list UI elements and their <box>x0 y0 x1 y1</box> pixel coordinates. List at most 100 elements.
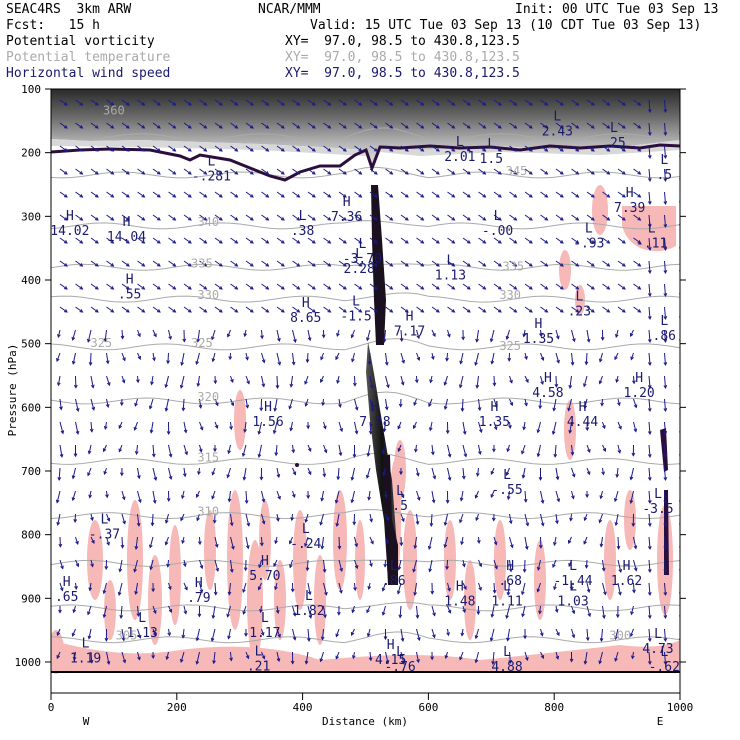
wind-arrow <box>615 605 620 619</box>
wind-arrow <box>323 237 332 244</box>
wind-arrow <box>90 122 99 129</box>
wind-arrow <box>509 306 518 313</box>
extremum-kind: H <box>491 400 499 415</box>
pv-dipole-east <box>660 428 668 472</box>
wind-arrow <box>134 536 139 551</box>
wind-arrow <box>493 99 502 106</box>
wind-arrow <box>416 306 425 313</box>
wind-arrow <box>276 628 281 638</box>
wind-arrow <box>524 214 533 221</box>
wind-arrow <box>182 467 187 478</box>
wind-arrow <box>137 145 146 152</box>
extremum-kind: H <box>535 317 543 332</box>
wind-arrow <box>55 490 61 504</box>
wind-arrow <box>647 605 652 620</box>
wind-arrow <box>617 306 626 313</box>
wind-arrow <box>416 237 425 244</box>
wind-arrow <box>462 99 471 106</box>
wind-arrow <box>137 99 146 106</box>
wind-arrow <box>462 283 471 290</box>
wind-arrow <box>647 628 652 643</box>
wind-arrow <box>164 536 169 546</box>
wind-arrow <box>245 260 254 267</box>
wind-arrow <box>75 214 84 221</box>
wind-arrow <box>493 421 498 431</box>
wind-arrow <box>568 421 573 434</box>
wind-arrow <box>105 352 110 365</box>
extremum-kind: L <box>396 645 404 660</box>
wind-arrow <box>152 122 161 129</box>
wind-arrow <box>183 421 188 434</box>
wind-arrow <box>59 99 68 106</box>
wind-arrow <box>75 559 80 568</box>
wind-arrow <box>106 145 115 152</box>
extremum-value: 7.17 <box>394 324 425 339</box>
theta-contour-line <box>51 601 680 612</box>
wind-arrow <box>354 214 363 221</box>
wind-arrow <box>121 260 130 267</box>
wind-arrow <box>540 375 544 386</box>
wind-arrow <box>571 329 576 343</box>
wind-arrow <box>509 536 514 549</box>
wind-arrow <box>369 375 374 389</box>
wind-arrow <box>183 605 188 615</box>
wind-arrow <box>353 375 357 387</box>
wind-arrow <box>195 490 200 498</box>
wind-arrow <box>447 283 456 290</box>
wind-arrow <box>476 536 481 545</box>
wind-arrow <box>508 651 513 664</box>
extremum-value: -.55 <box>491 483 522 498</box>
wind-arrow <box>555 145 564 152</box>
wind-arrow <box>183 237 192 244</box>
wind-arrow <box>90 145 99 152</box>
wind-arrow <box>385 145 394 152</box>
extremum-value: 14.02 <box>50 224 89 239</box>
extremum-kind: H <box>635 371 643 386</box>
x-tick-label: 400 <box>293 701 313 714</box>
wind-arrow <box>647 421 652 436</box>
wind-arrow <box>400 214 409 221</box>
wind-arrow <box>321 398 325 407</box>
wind-arrow <box>183 214 192 221</box>
wind-arrow <box>599 536 604 548</box>
wind-arrow <box>323 168 332 175</box>
wind-arrow <box>307 145 316 152</box>
wind-arrow <box>137 191 146 198</box>
wind-arrow <box>586 467 591 476</box>
wind-arrow <box>474 628 479 640</box>
wind-arrow <box>323 421 327 430</box>
wind-arrow <box>106 375 111 387</box>
wind-arrow <box>647 145 652 160</box>
theta-contour-line <box>51 631 680 644</box>
wind-arrow <box>56 628 61 637</box>
wind-arrow <box>400 191 409 198</box>
wind-arrow <box>168 306 177 313</box>
wind-arrow <box>136 513 141 527</box>
wind-arrow <box>245 306 254 313</box>
wind-arrow <box>462 168 471 175</box>
wind-arrow <box>462 260 471 267</box>
wind-arrow <box>152 628 157 637</box>
wind-arrow <box>152 99 161 106</box>
wind-arrow <box>261 260 270 267</box>
wind-arrow <box>583 398 588 410</box>
wind-arrow <box>400 283 409 290</box>
wind-arrow <box>149 559 154 571</box>
wind-arrow <box>199 122 208 129</box>
wind-arrow <box>443 513 448 527</box>
wind-arrow <box>183 168 192 175</box>
extremum-value: .86 <box>382 574 405 589</box>
wind-arrow <box>152 605 157 615</box>
wind-arrow <box>569 513 573 522</box>
field-theta-name: Potential temperature <box>6 50 171 65</box>
wind-arrow <box>431 237 440 244</box>
wind-arrow <box>351 651 356 660</box>
wind-arrow <box>633 283 642 290</box>
wind-arrow <box>289 559 293 569</box>
wind-arrow <box>571 214 580 221</box>
wind-arrow <box>478 283 487 290</box>
wind-arrow <box>429 375 433 384</box>
wind-arrow <box>538 398 543 410</box>
wind-arrow <box>211 605 216 620</box>
wind-arrow <box>276 651 281 663</box>
